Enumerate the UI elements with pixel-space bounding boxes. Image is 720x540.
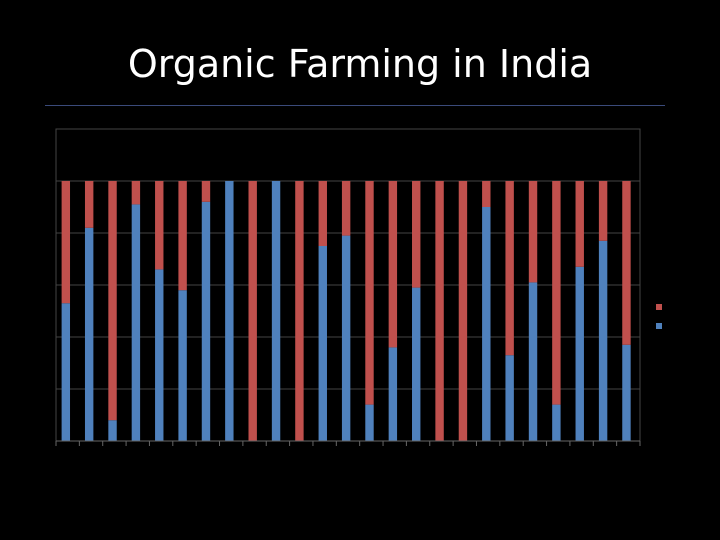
bar-segment-blue <box>108 420 117 441</box>
x-ticks <box>55 440 641 446</box>
bar-segment-red <box>248 181 257 441</box>
bar-segment-red <box>84 181 94 228</box>
bar-segment-red <box>458 181 468 441</box>
bar-segment-blue <box>271 181 281 441</box>
bar-segment-blue <box>178 290 187 441</box>
legend-marker-red <box>656 304 662 310</box>
bar-segment-blue <box>552 404 561 441</box>
bar-segment-blue <box>341 235 351 441</box>
bar-segment-blue <box>528 282 538 441</box>
bar-segment-blue <box>201 201 211 441</box>
legend <box>656 304 662 329</box>
bar-segment-blue <box>388 347 398 441</box>
bar-segment-blue <box>131 204 141 441</box>
bar-segment-blue <box>61 303 71 441</box>
bar-segment-red <box>622 181 631 345</box>
legend-marker-blue <box>656 323 662 329</box>
bar-segment-red <box>341 181 351 236</box>
bar-segment-red <box>131 181 141 205</box>
bar-segment-blue <box>318 246 327 441</box>
bar-segment-blue <box>365 404 374 441</box>
slide-title: Organic Farming in India <box>127 42 593 86</box>
bar-segment-blue <box>225 181 234 441</box>
bar-segment-blue <box>622 344 631 441</box>
bar-segment-blue <box>598 240 608 441</box>
bar-segment-red <box>435 181 444 441</box>
bar-segment-blue <box>482 207 491 441</box>
bar-segment-red <box>598 181 608 241</box>
bar-segment-red <box>61 181 71 304</box>
bar-segment-red <box>318 181 327 246</box>
bar-segment-red <box>575 181 584 267</box>
bar-segment-red <box>108 181 117 421</box>
bar-segment-blue <box>575 266 584 441</box>
bar-segment-red <box>505 181 514 356</box>
bar-segment-red <box>388 181 398 348</box>
bar-segment-blue <box>412 287 421 441</box>
bar-segment-red <box>295 181 304 441</box>
bar-segment-red <box>178 181 187 291</box>
bar-segment-red <box>482 181 491 207</box>
bar-segment-red <box>201 181 211 202</box>
bar-segment-red <box>365 181 374 405</box>
bar-segment-blue <box>84 227 94 441</box>
bar-segment-red <box>155 181 164 270</box>
bar-segment-red <box>528 181 538 283</box>
bars <box>61 181 631 441</box>
bar-segment-blue <box>155 269 164 441</box>
bar-segment-blue <box>505 355 514 441</box>
bar-segment-red <box>552 181 561 405</box>
title-divider <box>45 105 665 106</box>
bar-segment-red <box>412 181 421 288</box>
